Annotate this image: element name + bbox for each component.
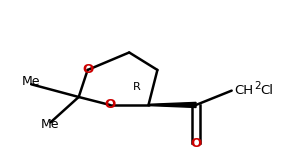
- Text: Me: Me: [41, 118, 60, 131]
- Text: O: O: [190, 137, 202, 150]
- Text: Me: Me: [22, 75, 40, 88]
- Polygon shape: [148, 102, 196, 107]
- Text: CH: CH: [235, 84, 254, 97]
- Text: 2: 2: [254, 81, 260, 91]
- Text: O: O: [104, 98, 116, 111]
- Text: O: O: [82, 63, 93, 76]
- Text: R: R: [133, 83, 140, 92]
- Text: Cl: Cl: [260, 84, 273, 97]
